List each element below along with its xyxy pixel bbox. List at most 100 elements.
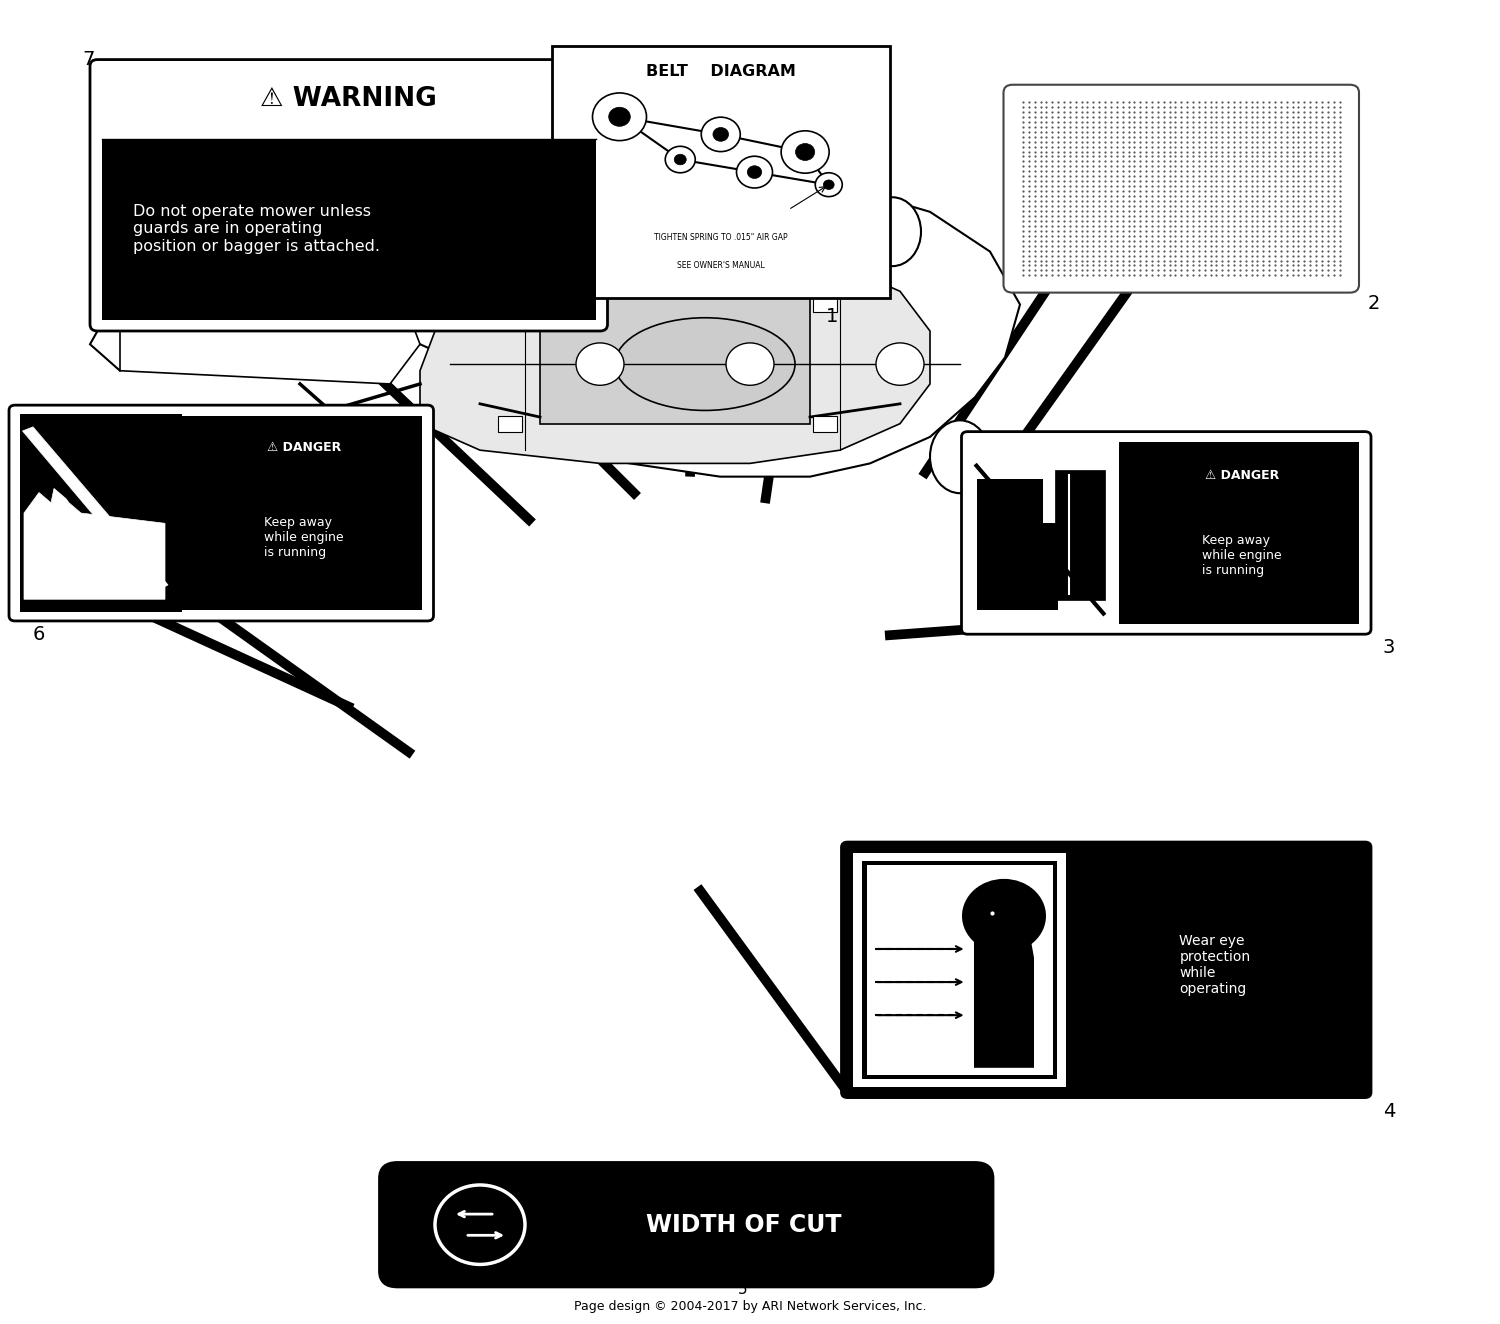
Point: [1293, 101, 1317, 122]
Point: [1094, 245, 1118, 266]
Point: [1058, 97, 1082, 118]
Point: [1058, 106, 1082, 127]
Point: [1192, 205, 1216, 226]
Point: [1204, 250, 1228, 271]
Point: [1052, 185, 1076, 207]
Point: [1322, 240, 1346, 261]
Point: [1076, 140, 1100, 162]
Point: [1116, 101, 1140, 122]
Bar: [180, 416, 422, 610]
Point: [1228, 101, 1252, 122]
Point: [1082, 101, 1106, 122]
Point: [1058, 120, 1082, 142]
Point: [1082, 216, 1106, 237]
Point: [1134, 136, 1158, 158]
Point: [1100, 166, 1124, 187]
Point: [1298, 220, 1322, 241]
Point: [1070, 205, 1094, 226]
Point: [1058, 230, 1082, 252]
Point: [1158, 205, 1182, 226]
Point: [1322, 171, 1346, 192]
Point: [1186, 220, 1210, 241]
Point: [1328, 200, 1352, 221]
Point: [1263, 216, 1287, 237]
Point: [1216, 126, 1240, 147]
Point: [1011, 236, 1035, 257]
Point: [1210, 131, 1234, 152]
Point: [1164, 245, 1188, 266]
Bar: [1054, 470, 1106, 600]
Point: [1281, 200, 1305, 221]
Point: [1017, 196, 1041, 217]
Point: [1134, 211, 1158, 232]
Point: [1269, 211, 1293, 232]
Point: [1204, 151, 1228, 172]
Point: [1046, 265, 1070, 286]
Point: [1052, 111, 1076, 132]
Point: [1116, 136, 1140, 158]
Point: [1281, 171, 1305, 192]
Point: [1140, 265, 1164, 286]
Point: [1110, 131, 1134, 152]
Point: [1094, 191, 1118, 212]
Point: [1239, 220, 1263, 241]
Point: [1152, 200, 1176, 221]
Point: [1088, 236, 1112, 257]
Point: [1134, 97, 1158, 118]
Point: [1152, 166, 1176, 187]
Point: [1146, 191, 1170, 212]
Point: [1088, 91, 1112, 113]
Point: [1304, 91, 1328, 113]
Point: [1293, 185, 1317, 207]
Point: [1316, 171, 1340, 192]
Point: [1164, 176, 1188, 197]
Point: [1228, 91, 1252, 113]
Point: [1310, 205, 1334, 226]
Point: [1275, 126, 1299, 147]
Point: [1216, 236, 1240, 257]
Point: [1122, 136, 1146, 158]
Point: [1152, 156, 1176, 177]
Point: [1029, 260, 1053, 281]
Point: [1293, 240, 1317, 261]
Point: [1263, 97, 1287, 118]
Point: [1140, 160, 1164, 181]
Point: [1128, 131, 1152, 152]
Point: [1251, 171, 1275, 192]
Point: [1174, 240, 1198, 261]
Point: [1046, 220, 1070, 241]
Point: [1106, 225, 1130, 246]
Point: [1094, 180, 1118, 201]
Point: [1116, 236, 1140, 257]
Point: [1204, 120, 1228, 142]
Point: [1210, 126, 1234, 147]
Point: [1174, 200, 1198, 221]
Point: [1257, 166, 1281, 187]
Point: [1251, 146, 1275, 167]
Point: [1100, 136, 1124, 158]
Point: [1263, 156, 1287, 177]
Point: [1011, 91, 1035, 113]
Point: [1275, 91, 1299, 113]
Point: [1222, 151, 1246, 172]
Point: [1100, 245, 1124, 266]
Point: [1029, 151, 1053, 172]
Point: [1046, 245, 1070, 266]
Point: [1304, 126, 1328, 147]
Point: [1140, 180, 1164, 201]
Point: [1023, 91, 1047, 113]
Point: [1298, 245, 1322, 266]
Point: [1263, 140, 1287, 162]
Point: [1269, 220, 1293, 241]
Point: [1070, 265, 1094, 286]
Point: [1310, 97, 1334, 118]
Point: [1029, 256, 1053, 277]
Point: [1100, 180, 1124, 201]
Point: [1029, 240, 1053, 261]
Bar: [813, 297, 837, 312]
Point: [1152, 120, 1176, 142]
Point: [1094, 265, 1118, 286]
Point: [1158, 216, 1182, 237]
Point: [1070, 117, 1094, 138]
Point: [1094, 225, 1118, 246]
